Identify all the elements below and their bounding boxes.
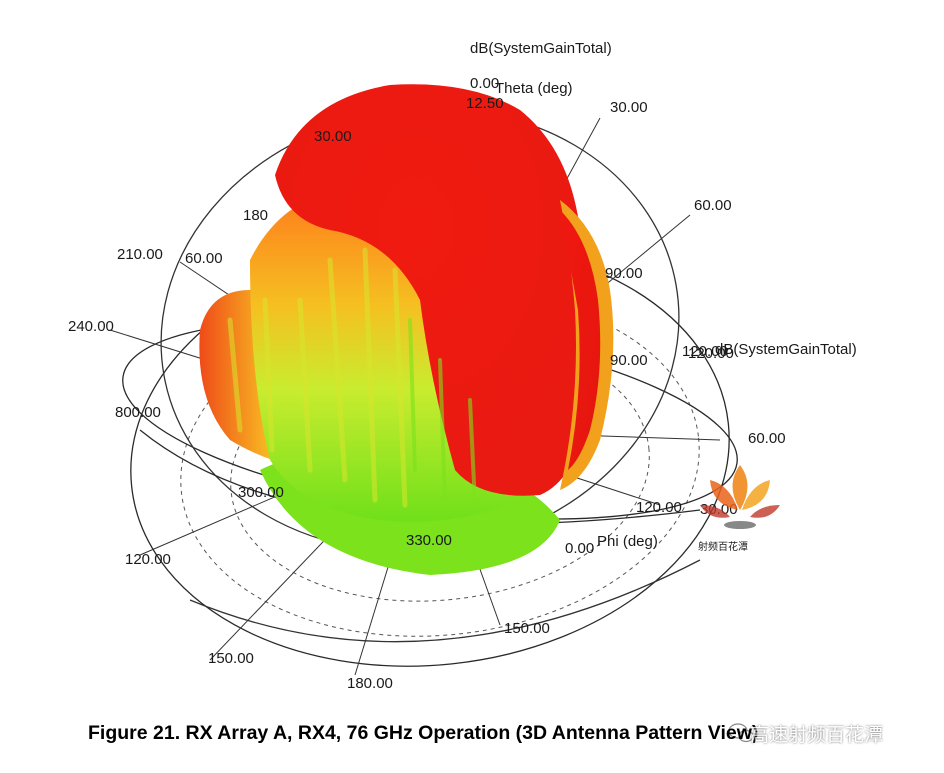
- theta-tick-label: 120.00: [682, 343, 728, 360]
- phi-tick-label: 150.00: [504, 620, 550, 637]
- phi-tick-label: 0.00: [565, 540, 594, 557]
- phi-tick-label-overlap: 120.00: [688, 345, 734, 362]
- phi-tick-label: 180.00: [347, 675, 393, 692]
- phi-tick-label: 120.00: [636, 499, 682, 516]
- watermark-channel-text: 高速射频百花潭: [750, 724, 884, 746]
- phi-tick-label-overlap: 180: [243, 207, 268, 224]
- phi-tick-label-overlap: 330.00: [406, 532, 452, 549]
- lotus-icon: 射频百花潭: [698, 465, 780, 553]
- wechat-icon: [728, 723, 754, 743]
- phi-axis-title: Phi (deg): [597, 533, 658, 550]
- theta-tick-label-overlap: 60.00: [185, 250, 223, 267]
- phi-tick-label-overlap: 800.00: [115, 404, 161, 421]
- phi-tick-label: 210.00: [117, 246, 163, 263]
- theta-tick-label: 30.00: [610, 99, 648, 116]
- theta-tick-label-lower: 120.00: [125, 551, 171, 568]
- radiation-pattern-lobe: [199, 84, 614, 575]
- theta-tick-label-overlap: 30.00: [314, 128, 352, 145]
- theta-tick-label-overlap: 90.00: [610, 352, 648, 369]
- gain-tick-label: 0.00: [470, 75, 499, 92]
- logo-text: 射频百花潭: [698, 540, 748, 553]
- phi-tick-label-lower: 150.00: [208, 650, 254, 667]
- gain-axis-title-right: dB(SystemGainTotal): [715, 341, 857, 358]
- phi-tick-label: 60.00: [748, 430, 786, 447]
- theta-tick-label: 90.00: [605, 265, 643, 282]
- gain-tick-label: 12.50: [466, 95, 504, 112]
- theta-axis-title: Theta (deg): [495, 80, 573, 97]
- gain-axis-title-top: dB(SystemGainTotal): [470, 40, 612, 57]
- phi-tick-label: 300.00: [238, 484, 284, 501]
- theta-tick-label: 60.00: [694, 197, 732, 214]
- phi-tick-label: 240.00: [68, 318, 114, 335]
- figure-caption: Figure 21. RX Array A, RX4, 76 GHz Opera…: [88, 722, 759, 744]
